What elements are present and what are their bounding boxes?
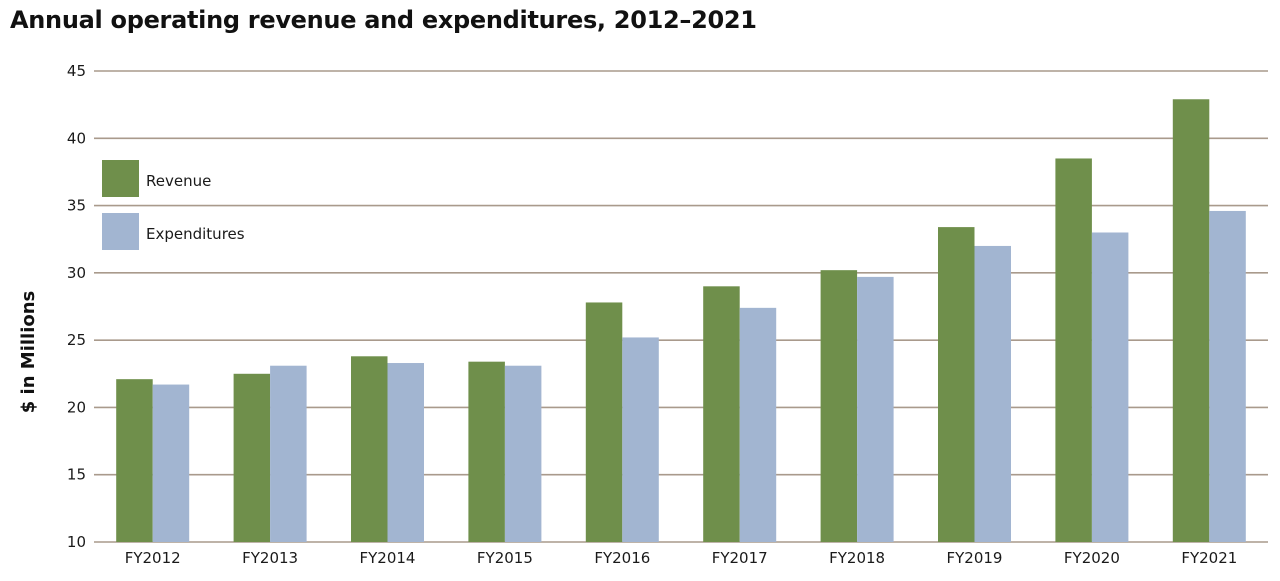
x-tick-label: FY2014	[360, 549, 416, 567]
bar-revenue-fy2013	[233, 373, 271, 542]
y-tick-label: 45	[67, 62, 86, 80]
bar-expenditures-fy2016	[622, 337, 659, 542]
x-axis-ticks: FY2012 FY2013 FY2014 FY2015 FY2016 FY2017 FY20…	[125, 549, 1238, 567]
bar-revenue-fy2017	[703, 286, 740, 542]
y-tick-label: 20	[67, 398, 86, 416]
x-tick-label: FY2012	[125, 549, 181, 567]
bar-expenditures-fy2014	[387, 363, 424, 542]
y-axis-title: $ in Millions	[18, 291, 39, 414]
y-tick-label: 25	[67, 331, 86, 349]
bar-revenue-fy2021	[1172, 99, 1210, 542]
bars	[116, 99, 1246, 543]
legend: Revenue Expenditures	[102, 160, 245, 250]
y-tick-label: 35	[67, 197, 86, 215]
bar-expenditures-fy2018	[857, 276, 894, 542]
bar-expenditures-fy2019	[974, 245, 1011, 542]
bar-revenue-fy2019	[938, 227, 975, 543]
x-tick-label: FY2019	[947, 549, 1003, 567]
legend-swatch-expenditures	[102, 213, 139, 250]
x-tick-label: FY2013	[242, 549, 298, 567]
bar-expenditures-fy2020	[1091, 232, 1129, 542]
bar-expenditures-fy2015	[504, 365, 542, 542]
bar-revenue-fy2012	[116, 379, 153, 542]
legend-label-expenditures: Expenditures	[146, 225, 245, 243]
bar-expenditures-fy2013	[270, 365, 307, 542]
bar-revenue-fy2015	[468, 361, 505, 542]
x-tick-label: FY2021	[1181, 549, 1237, 567]
bar-expenditures-fy2012	[152, 384, 190, 542]
y-tick-label: 15	[67, 466, 86, 484]
x-tick-label: FY2018	[829, 549, 885, 567]
chart-title: Annual operating revenue and expenditure…	[10, 6, 757, 34]
bar-revenue-fy2020	[1055, 158, 1092, 542]
x-tick-label: FY2017	[712, 549, 768, 567]
bar-revenue-fy2018	[820, 270, 858, 542]
bar-revenue-fy2016	[585, 302, 623, 542]
legend-swatch-revenue	[102, 160, 139, 197]
y-tick-label: 40	[67, 129, 86, 147]
y-tick-label: 10	[67, 533, 86, 551]
bar-expenditures-fy2017	[739, 307, 777, 542]
x-tick-label: FY2015	[477, 549, 533, 567]
y-axis-ticks: 10 15 20 25 30 35 40 45	[67, 62, 86, 551]
legend-label-revenue: Revenue	[146, 172, 211, 190]
bar-revenue-fy2014	[351, 356, 388, 542]
x-tick-label: FY2020	[1064, 549, 1120, 567]
x-tick-label: FY2016	[594, 549, 650, 567]
y-tick-label: 30	[67, 264, 86, 282]
bar-expenditures-fy2021	[1209, 210, 1246, 542]
